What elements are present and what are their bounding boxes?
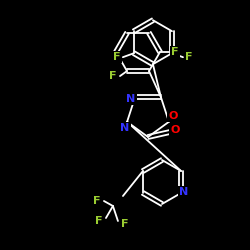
Text: N: N	[180, 187, 189, 197]
Text: F: F	[171, 47, 179, 57]
Text: O: O	[168, 111, 177, 121]
Text: F: F	[109, 71, 117, 81]
Text: O: O	[170, 125, 180, 135]
Text: F: F	[95, 216, 103, 226]
Text: F: F	[185, 52, 193, 62]
Text: F: F	[113, 52, 121, 62]
Text: N: N	[126, 94, 136, 104]
Text: F: F	[121, 219, 129, 229]
Text: F: F	[93, 196, 101, 206]
Text: N: N	[120, 123, 130, 133]
